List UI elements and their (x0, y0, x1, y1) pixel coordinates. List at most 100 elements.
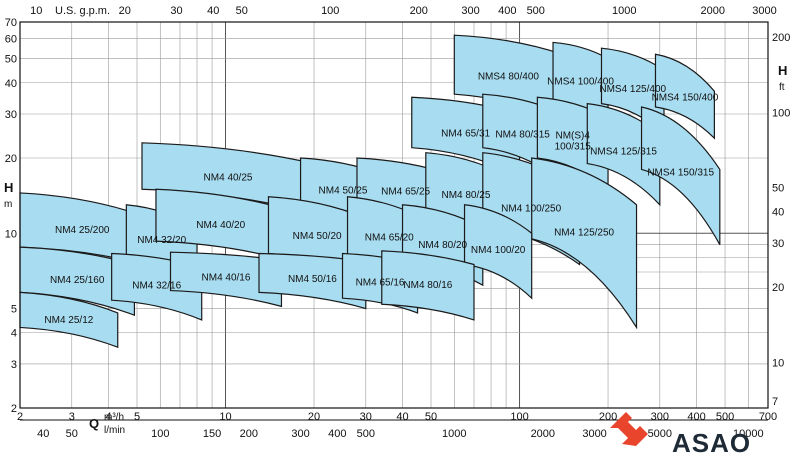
y-tick-ft: 7 (772, 396, 778, 408)
pump-zone-label: NM4 80/16 (403, 280, 452, 291)
x-tick-lmin: 2000 (531, 428, 555, 440)
pump-zone-label: NM4 50/16 (288, 274, 337, 285)
pump-zone-label-line: NM4 100/250 (501, 204, 561, 215)
y-tick-ft: 20 (772, 282, 784, 294)
y-tick-m: 50 (5, 54, 17, 66)
pump-zone (258, 252, 367, 310)
x-tick-usgpm: 2000 (701, 5, 725, 17)
x-tick-lmin: 400 (328, 428, 346, 440)
tick-labels: 2 3 4 5 10 20 30 40 50 100 200 300 400 500 700 40 50 100 1… (5, 5, 791, 440)
x-tick-usgpm: 1000 (612, 5, 636, 17)
x-tick-usgpm: 50 (236, 5, 248, 17)
y-axis-label-right: H (778, 63, 787, 78)
pump-zone (654, 53, 715, 140)
y-tick-ft: 10 (772, 357, 784, 369)
pump-zone (531, 157, 638, 330)
pump-zone (640, 106, 721, 245)
pump-zone-label-line: NM4 25/200 (55, 225, 110, 236)
asao-logo: ASAO (610, 412, 750, 458)
y-axis-unit-ft: ft (779, 82, 785, 93)
x-tick-m3h: 40 (396, 411, 408, 423)
x-tick-m3h: 200 (599, 411, 617, 423)
x-tick-m3h: 20 (308, 411, 320, 423)
pump-zone-label-line: NMS4 125/315 (590, 146, 657, 157)
pump-zone-label-line: NM4 40/16 (202, 272, 251, 283)
x-tick-usgpm: 200 (410, 5, 428, 17)
logo-mark (610, 412, 648, 446)
x-tick-lmin: 300 (291, 428, 309, 440)
chart-frame (19, 21, 769, 421)
x-tick-usgpm: 30 (170, 5, 182, 17)
x-tick-lmin: 1000 (442, 428, 466, 440)
pump-zone-label-line: NMS4 125/400 (599, 84, 666, 95)
pump-zone-label: NMS4 150/315 (647, 168, 714, 179)
y-tick-m: 5 (11, 304, 17, 316)
pump-zone-label: NMS4 125/400 (599, 84, 666, 95)
x-tick-m3h: 4 (105, 411, 111, 423)
pump-zone-label-line: 100/315 (555, 142, 592, 153)
y-tick-m: 10 (5, 228, 17, 240)
pump-zone-label-line: NM4 40/20 (196, 220, 245, 231)
y-tick-m: 60 (5, 34, 17, 46)
x-tick-m3h: 3 (69, 411, 75, 423)
pump-zone (19, 291, 119, 349)
x-tick-m3h: 2 (17, 411, 23, 423)
x-tick-m3h: 100 (510, 411, 528, 423)
y-tick-ft: 200 (772, 32, 790, 44)
y-tick-m: 2 (11, 403, 17, 415)
pump-zone-label: NM4 80/20 (418, 240, 467, 251)
x-tick-lmin: 40 (37, 428, 49, 440)
x-tick-lmin: 200 (240, 428, 258, 440)
x-tick-usgpm: 400 (498, 5, 516, 17)
pump-zone-label-line: NM4 65/20 (365, 232, 414, 243)
x-axis-unit-m3h: m³/h (104, 412, 124, 423)
pump-zone-label-line: NM4 100/20 (471, 245, 526, 256)
y-tick-m: 30 (5, 109, 17, 121)
x-tick-lmin: 5000 (648, 428, 672, 440)
x-tick-lmin: 50 (66, 428, 78, 440)
usgpm-label: U.S. g.p.m. (55, 5, 110, 17)
pump-zone-label-line: NM4 65/31 (441, 129, 490, 140)
y-axis-label: H (4, 180, 13, 195)
x-tick-m3h: 50 (425, 411, 437, 423)
y-tick-ft: 30 (772, 238, 784, 250)
pump-zone-label: NM4 125/250 (554, 227, 614, 238)
pump-zone-label: NM4 40/16 (202, 272, 251, 283)
pump-zone-label: NMS4 125/315 (590, 146, 657, 157)
pump-zone-label: NM4 80/315 (495, 130, 550, 141)
pump-zone-label-line: NMS4 100/400 (547, 77, 614, 88)
pump-zone-label: NM4 65/16 (356, 277, 405, 288)
x-tick-lmin: 150 (203, 428, 221, 440)
pump-zone-label-line: NM4 125/250 (554, 227, 614, 238)
pump-zone-label-line: NM4 25/12 (44, 315, 93, 326)
pump-zone-label-line: NM4 65/25 (381, 187, 430, 198)
y-tick-m: 3 (11, 359, 17, 371)
pump-zone-label: NMS4 100/400 (547, 77, 614, 88)
pump-zone-label: NM4 50/25 (319, 185, 368, 196)
pump-zone-label: NM4 100/20 (471, 245, 526, 256)
x-tick-m3h: 400 (687, 411, 705, 423)
pump-zone-label: NM4 50/20 (293, 231, 342, 242)
pump-zone-label: NM4 100/250 (501, 204, 561, 215)
x-tick-usgpm: 3000 (752, 5, 776, 17)
pump-zone-label-line: NM4 32/20 (137, 235, 186, 246)
x-tick-m3h: 700 (759, 411, 777, 423)
pump-zone-label-line: NM4 80/25 (441, 190, 490, 201)
pump-zone-label: NM4 25/12 (44, 315, 93, 326)
x-tick-usgpm: 20 (119, 5, 131, 17)
x-tick-usgpm: 10 (30, 5, 42, 17)
y-tick-m: 20 (5, 153, 17, 165)
y-tick-ft: 40 (772, 207, 784, 219)
pump-zone-label: NM(S)4 100/315 (555, 131, 592, 153)
pump-zone-label: NM4 25/160 (50, 275, 105, 286)
pump-zone-label: NM4 65/31 (441, 129, 490, 140)
pump-zone-label: NM4 40/20 (196, 220, 245, 231)
x-tick-usgpm: 100 (321, 5, 339, 17)
x-tick-lmin: 100 (151, 428, 169, 440)
y-tick-m: 70 (5, 17, 17, 29)
pump-zone-label-line: NM4 25/160 (50, 275, 105, 286)
plot-border (19, 21, 769, 409)
pump-zone-label-line: NMS4 150/315 (647, 168, 714, 179)
x-tick-usgpm: 500 (527, 5, 545, 17)
pump-zone-label: NM4 32/20 (137, 235, 186, 246)
